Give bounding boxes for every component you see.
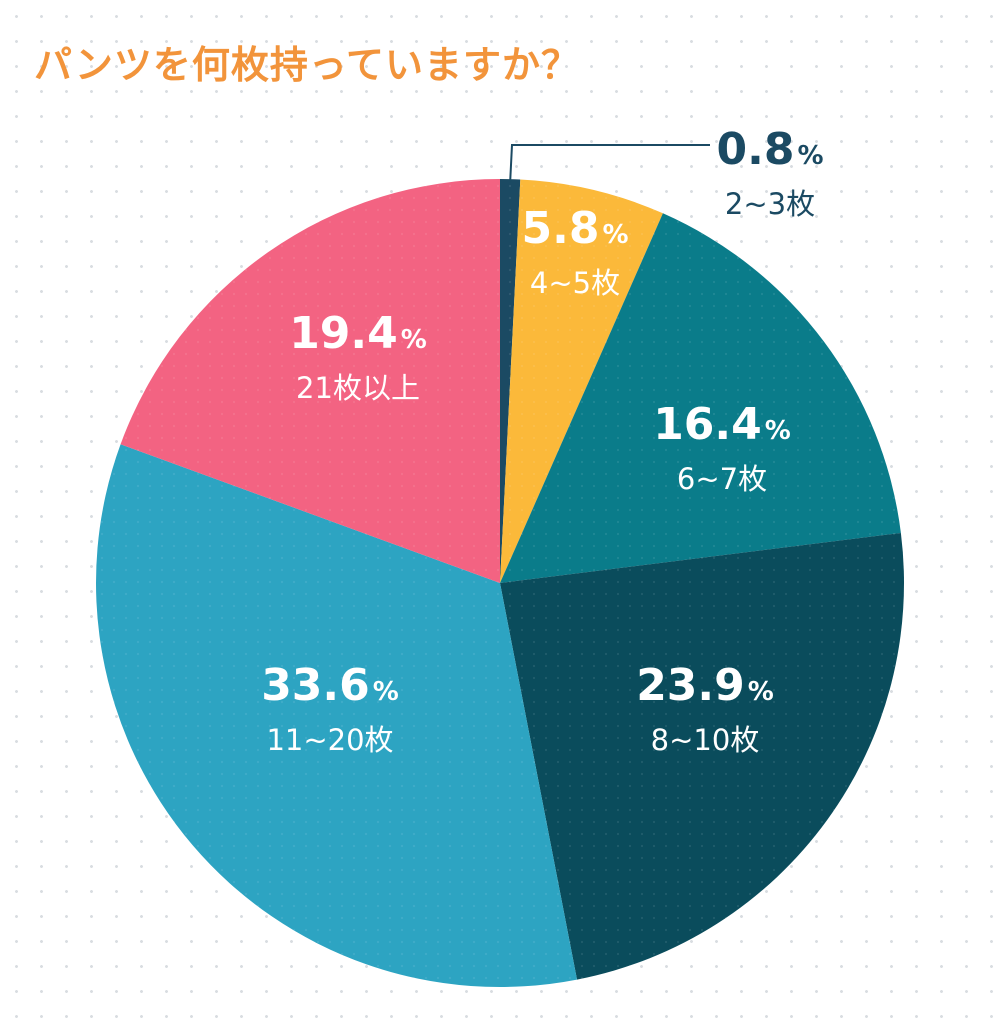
percent-sign: % <box>401 325 427 355</box>
slice-value: 16.4 <box>653 399 762 450</box>
percent-sign: % <box>602 220 628 250</box>
slice-category-label: 8~10枚 <box>651 723 760 757</box>
percent-sign: % <box>373 677 399 707</box>
slice-value: 33.6 <box>261 660 370 711</box>
slice-value: 0.8 <box>716 124 794 175</box>
pie-labels: 0.8 % 2~3枚 5.8 % 4~5枚 16.4 % 6~7枚 23.9 % 8~10枚 33.6%… <box>261 124 823 757</box>
percent-sign: % <box>748 677 774 707</box>
pie-slices <box>95 179 905 987</box>
slice-value: 19.4 <box>289 308 398 359</box>
slice-category-label: 11~20枚 <box>266 723 393 757</box>
slice-value: 5.8 <box>521 203 599 254</box>
slice-category-label: 6~7枚 <box>677 462 767 496</box>
slice-percent-label: 23.9% <box>636 660 774 711</box>
slice-percent-label: 33.6% <box>261 660 399 711</box>
slice-category-label: 21枚以上 <box>296 371 420 405</box>
chart-title: パンツを何枚持っていますか？ <box>34 43 581 87</box>
leader-line <box>509 144 710 182</box>
slice-percent-label: 16.4% <box>653 399 791 450</box>
slice-percent-label: 5.8% <box>521 203 628 254</box>
percent-sign: % <box>765 416 791 446</box>
slice-percent-label: 19.4% <box>289 308 427 359</box>
slice-percent-label: 0.8% <box>716 124 823 175</box>
slice-category-label: 4~5枚 <box>530 266 620 300</box>
slice-category-label: 2~3枚 <box>725 187 815 221</box>
percent-sign: % <box>797 141 823 171</box>
slice-value: 23.9 <box>636 660 745 711</box>
